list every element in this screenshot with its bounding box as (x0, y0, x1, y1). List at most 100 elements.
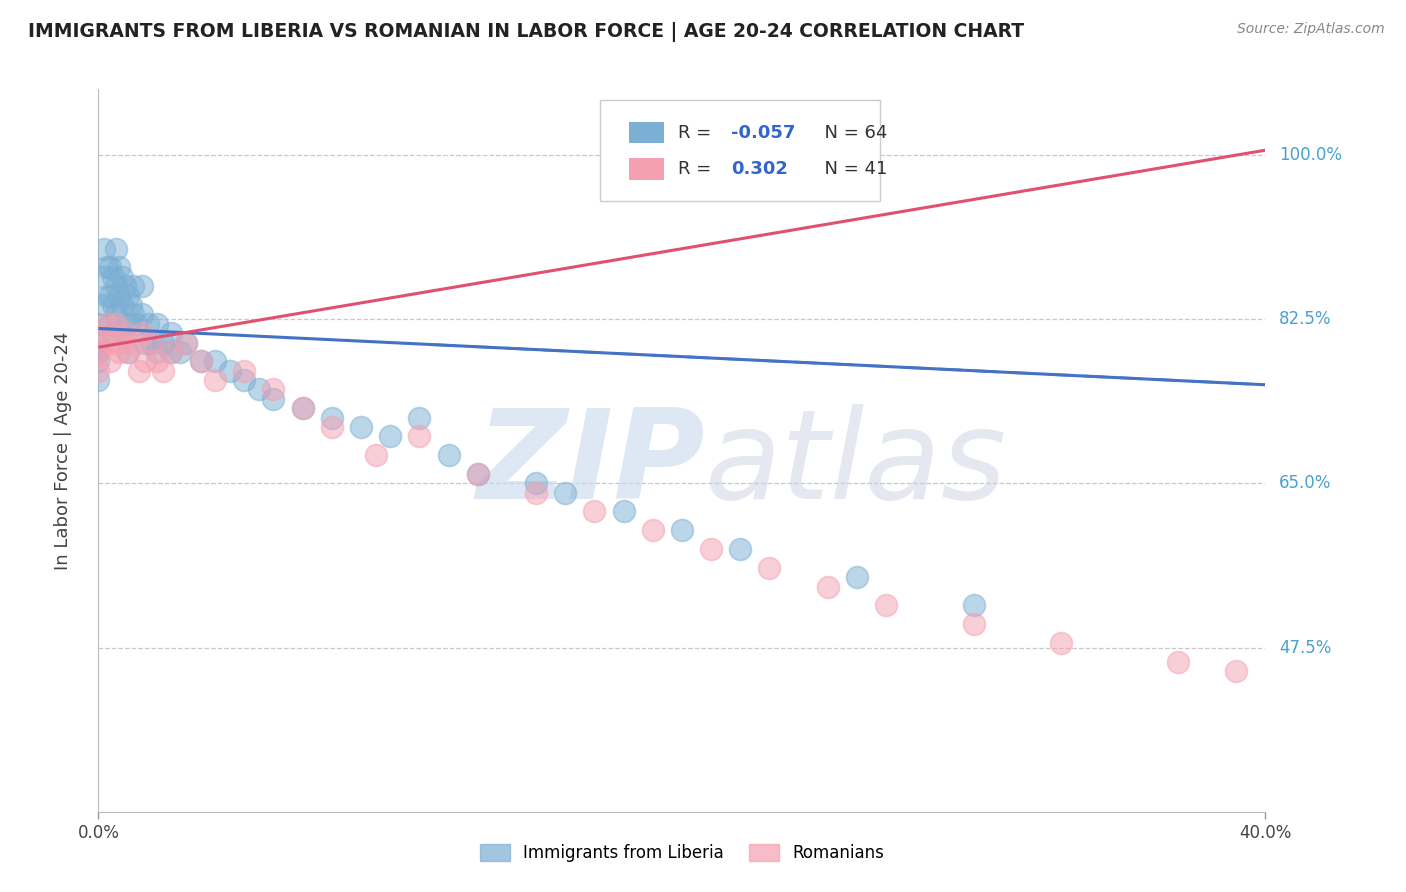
Point (87, 335, 110, 350)
Point (131, 279, 153, 293)
Point (962, 617, 984, 632)
Point (87, 373, 110, 387)
Point (108, 260, 131, 275)
Point (671, 523, 693, 537)
Point (408, 429, 430, 443)
Point (111, 269, 134, 284)
Point (758, 560, 780, 574)
Text: R =: R = (679, 160, 717, 178)
Point (190, 354, 212, 368)
Point (247, 383, 270, 397)
Point (152, 335, 174, 350)
Point (846, 570, 869, 584)
Point (612, 504, 634, 518)
Point (101, 298, 124, 312)
Point (190, 354, 212, 368)
Point (233, 364, 256, 378)
Point (117, 345, 139, 359)
Text: N = 41: N = 41 (813, 160, 887, 178)
Point (87, 354, 110, 368)
Point (291, 401, 314, 416)
Point (122, 307, 145, 321)
Point (108, 345, 131, 359)
Point (111, 326, 134, 341)
Point (233, 373, 256, 387)
Point (146, 345, 169, 359)
Point (1050, 636, 1073, 650)
Y-axis label: In Labor Force | Age 20-24: In Labor Force | Age 20-24 (53, 331, 72, 570)
Point (114, 279, 136, 293)
Text: 0.302: 0.302 (731, 160, 787, 178)
Point (93, 269, 115, 284)
FancyBboxPatch shape (600, 100, 880, 202)
Point (321, 420, 343, 434)
Point (131, 326, 153, 341)
Point (218, 364, 240, 378)
Point (98, 317, 121, 331)
Point (204, 354, 226, 368)
Point (96, 260, 118, 275)
Point (98, 288, 121, 302)
Point (93, 298, 115, 312)
Point (1225, 664, 1247, 678)
Text: 65.0%: 65.0% (1279, 475, 1331, 492)
Text: ZIP: ZIP (477, 404, 706, 525)
Text: 47.5%: 47.5% (1279, 639, 1331, 657)
Point (1167, 655, 1189, 669)
Point (467, 467, 489, 481)
Point (111, 298, 134, 312)
Point (111, 335, 134, 350)
Point (583, 504, 606, 518)
Point (554, 485, 576, 500)
Point (134, 354, 156, 368)
Point (128, 364, 150, 378)
Text: Source: ZipAtlas.com: Source: ZipAtlas.com (1237, 22, 1385, 37)
Legend: Immigrants from Liberia, Romanians: Immigrants from Liberia, Romanians (472, 837, 891, 869)
Point (321, 410, 343, 425)
Point (174, 335, 197, 350)
Point (87, 364, 110, 378)
Text: -0.057: -0.057 (731, 124, 796, 142)
Point (93, 242, 115, 256)
Point (467, 467, 489, 481)
Point (114, 326, 136, 341)
Point (87, 326, 110, 341)
Point (146, 317, 169, 331)
Point (134, 335, 156, 350)
Bar (630, 158, 665, 179)
Point (117, 345, 139, 359)
Point (108, 288, 131, 302)
Point (262, 383, 284, 397)
Point (437, 448, 460, 462)
Point (120, 298, 142, 312)
Point (122, 279, 145, 293)
Point (122, 335, 145, 350)
Point (117, 288, 139, 302)
Point (139, 335, 162, 350)
Point (204, 373, 226, 387)
Point (96, 288, 118, 302)
Point (524, 476, 547, 491)
Point (146, 354, 169, 368)
Bar (630, 121, 665, 144)
Point (160, 345, 183, 359)
Point (101, 269, 124, 284)
Point (641, 523, 664, 537)
Point (101, 335, 124, 350)
Point (291, 401, 314, 416)
Point (700, 541, 723, 556)
Point (87, 345, 110, 359)
Point (101, 326, 124, 341)
Point (817, 580, 839, 594)
Point (136, 317, 159, 331)
Point (104, 307, 127, 321)
Point (350, 420, 373, 434)
Point (524, 485, 547, 500)
Text: 100.0%: 100.0% (1279, 146, 1343, 164)
Text: 82.5%: 82.5% (1279, 310, 1331, 328)
Point (93, 335, 115, 350)
Point (174, 335, 197, 350)
Point (98, 260, 121, 275)
Point (104, 279, 127, 293)
Point (160, 345, 183, 359)
